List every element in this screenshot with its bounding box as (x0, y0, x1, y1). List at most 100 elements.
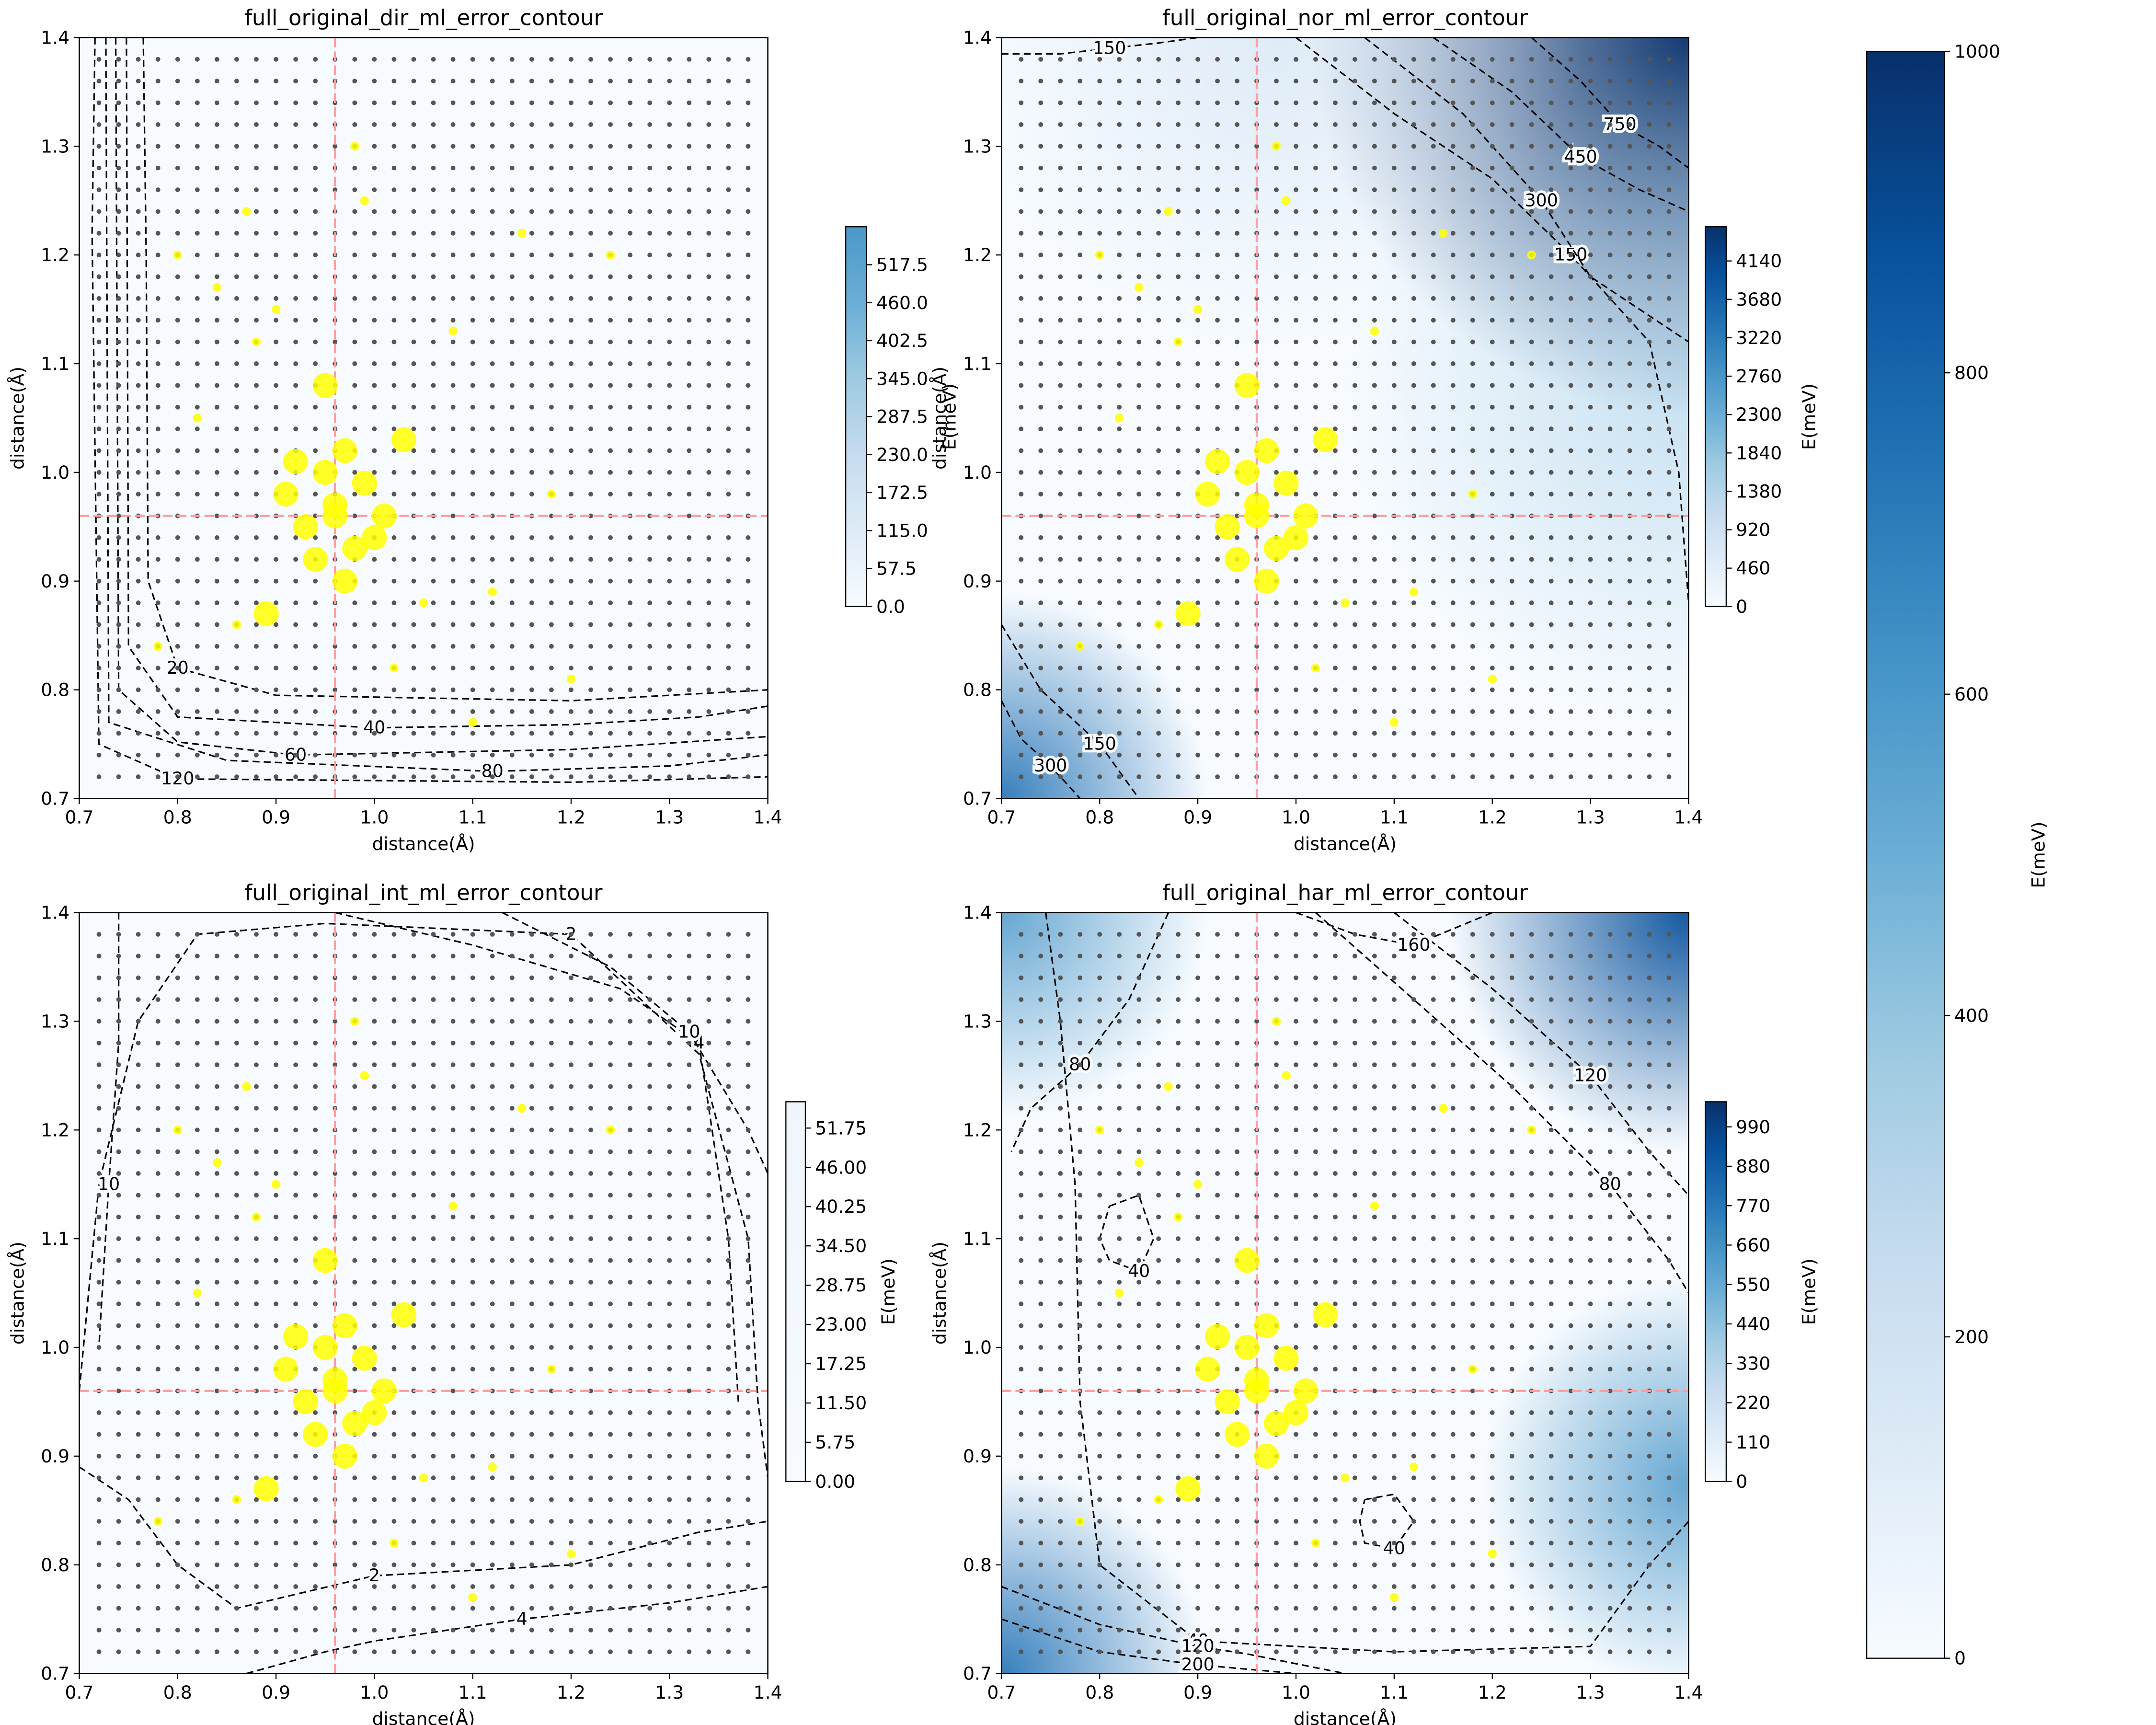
grid-point (175, 622, 180, 627)
contour-line (1364, 37, 1689, 343)
grid-point (1490, 1258, 1495, 1263)
grid-point (116, 1627, 121, 1633)
colorbar-tick-label: 28.75 (815, 1275, 867, 1296)
grid-point (1352, 122, 1357, 127)
grid-point (1450, 1193, 1456, 1198)
contour-label: 10 (98, 1173, 120, 1194)
grid-point (1019, 1214, 1024, 1219)
grid-point (372, 1149, 377, 1154)
grid-point (1274, 165, 1279, 171)
grid-point (1117, 296, 1122, 301)
grid-point (1391, 448, 1397, 453)
grid-point (136, 1040, 141, 1046)
grid-point (1176, 1432, 1181, 1437)
grid-point (628, 122, 633, 127)
grid-point (608, 230, 613, 236)
grid-point (1568, 339, 1573, 345)
grid-point (706, 997, 711, 1002)
grid-point (1627, 122, 1632, 127)
grid-point (431, 339, 436, 345)
grid-point (1176, 1627, 1181, 1633)
grid-point (1666, 230, 1672, 236)
grid-point (1470, 1105, 1475, 1111)
grid-point (667, 557, 672, 562)
grid-point (1411, 1519, 1416, 1524)
grid-point (352, 932, 357, 937)
grid-point (274, 1323, 279, 1328)
grid-point (254, 492, 259, 497)
grid-point (214, 1279, 219, 1285)
grid-point (136, 1367, 141, 1372)
grid-point (608, 1301, 613, 1307)
sample-point (273, 482, 298, 507)
grid-point (687, 975, 692, 980)
grid-point (195, 954, 200, 959)
grid-point (96, 975, 102, 980)
grid-point (608, 1149, 613, 1154)
grid-point (1195, 1627, 1201, 1633)
grid-point (391, 1105, 397, 1111)
grid-point (667, 1062, 672, 1068)
grid-point (1509, 557, 1514, 562)
grid-point (1647, 404, 1652, 410)
grid-point (1313, 535, 1318, 540)
grid-point (116, 1410, 121, 1415)
sample-point (468, 1593, 477, 1602)
grid-point (411, 1541, 416, 1546)
grid-point (726, 1345, 731, 1350)
grid-point (1450, 954, 1456, 959)
grid-point (1470, 1606, 1475, 1611)
grid-point (726, 209, 731, 214)
grid-point (254, 1497, 259, 1502)
grid-point (1038, 79, 1044, 84)
grid-point (116, 1649, 121, 1655)
sample-point (332, 568, 357, 594)
grid-point (1647, 230, 1652, 236)
grid-point (1058, 1562, 1063, 1567)
grid-point (1313, 1584, 1318, 1589)
grid-point (293, 339, 298, 345)
grid-point (470, 1519, 475, 1524)
grid-point (628, 296, 633, 301)
grid-point (1490, 578, 1495, 584)
grid-point (1332, 361, 1338, 366)
grid-point (1411, 1279, 1416, 1285)
y-tick-label: 1.1 (963, 353, 992, 374)
grid-point (1490, 1127, 1495, 1133)
grid-point (175, 1562, 180, 1567)
grid-point (529, 1323, 534, 1328)
grid-point (1332, 1453, 1338, 1459)
chart-title: full_original_int_ml_error_contour (245, 880, 603, 905)
grid-point (116, 1388, 121, 1393)
grid-point (1274, 1388, 1279, 1393)
grid-point (1666, 600, 1672, 606)
grid-point (1450, 318, 1456, 323)
grid-point (726, 557, 731, 562)
x-tick-label: 1.3 (1576, 807, 1605, 828)
grid-point (450, 1019, 456, 1024)
grid-point (1509, 578, 1514, 584)
grid-point (1588, 122, 1593, 127)
grid-point (1176, 1019, 1181, 1024)
grid-point (293, 644, 298, 649)
grid-point (1607, 1584, 1613, 1589)
grid-point (1136, 578, 1142, 584)
grid-point (1607, 578, 1613, 584)
grid-point (490, 997, 495, 1002)
grid-point (569, 1475, 573, 1481)
grid-point (1627, 1193, 1632, 1198)
grid-point (1195, 100, 1201, 105)
grid-point (726, 296, 731, 301)
grid-point (333, 1171, 338, 1176)
grid-point (1215, 361, 1220, 366)
grid-point (628, 752, 633, 758)
grid-point (1058, 1279, 1063, 1285)
grid-point (647, 1149, 653, 1154)
grid-point (1195, 600, 1201, 606)
grid-point (726, 492, 731, 497)
grid-point (1391, 557, 1397, 562)
grid-point (588, 1171, 593, 1176)
grid-point (1490, 1475, 1495, 1481)
grid-point (1235, 1497, 1239, 1502)
grid-point (745, 165, 751, 171)
